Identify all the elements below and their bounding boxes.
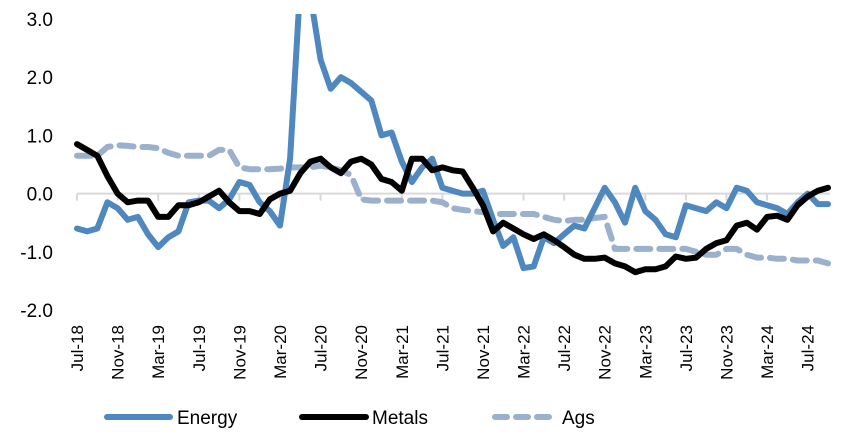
x-tick-label: Jul-21 — [433, 325, 452, 371]
x-tick-label: Nov-19 — [230, 325, 249, 380]
y-tick-label: -1.0 — [20, 243, 53, 264]
x-tick-label: Mar-22 — [515, 325, 534, 379]
x-tick-label: Nov-21 — [474, 325, 493, 380]
x-tick-label: Jul-19 — [190, 325, 209, 371]
x-tick-label: Mar-20 — [271, 325, 290, 379]
x-tick-label: Mar-24 — [758, 325, 777, 379]
y-tick-label: 3.0 — [27, 10, 53, 31]
x-tick-label: Jul-22 — [555, 325, 574, 371]
legend-label-ags: Ags — [562, 408, 595, 429]
legend-item-ags[interactable]: Ags — [492, 408, 595, 429]
x-tick-label: Jul-18 — [68, 325, 87, 371]
y-tick-label: 2.0 — [27, 68, 53, 89]
x-tick-label: Nov-23 — [718, 325, 737, 380]
x-tick-label: Jul-23 — [677, 325, 696, 371]
x-tick-label: Mar-19 — [149, 325, 168, 379]
x-tick-label: Nov-18 — [109, 325, 128, 380]
legend-item-metals[interactable]: Metals — [299, 408, 428, 429]
x-tick-label: Mar-23 — [636, 325, 655, 379]
y-tick-label: 0.0 — [27, 185, 53, 206]
legend-label-metals: Metals — [372, 408, 428, 429]
x-tick-label: Nov-22 — [596, 325, 615, 380]
series-line-metals — [74, 141, 831, 276]
x-tick-label: Jul-24 — [799, 325, 818, 371]
x-tick-label: Nov-20 — [352, 325, 371, 380]
y-tick-label: -2.0 — [20, 301, 53, 322]
legend-label-energy: Energy — [177, 408, 238, 429]
legend-item-energy[interactable]: Energy — [104, 408, 238, 429]
x-tick-label: Jul-20 — [312, 325, 331, 371]
x-tick-label: Mar-21 — [393, 325, 412, 379]
y-axis: 3.0 2.0 1.0 0.0 -1.0 -2.0 — [20, 10, 53, 322]
legend: Energy Metals Ags — [104, 408, 595, 429]
series-layer — [74, 14, 831, 276]
series-line-energy — [74, 14, 831, 272]
x-tick-labels: Jul-18 Nov-18 Mar-19 Jul-19 Nov-19 Mar-20 Jul-… — [68, 325, 818, 380]
y-tick-label: 1.0 — [27, 126, 53, 147]
